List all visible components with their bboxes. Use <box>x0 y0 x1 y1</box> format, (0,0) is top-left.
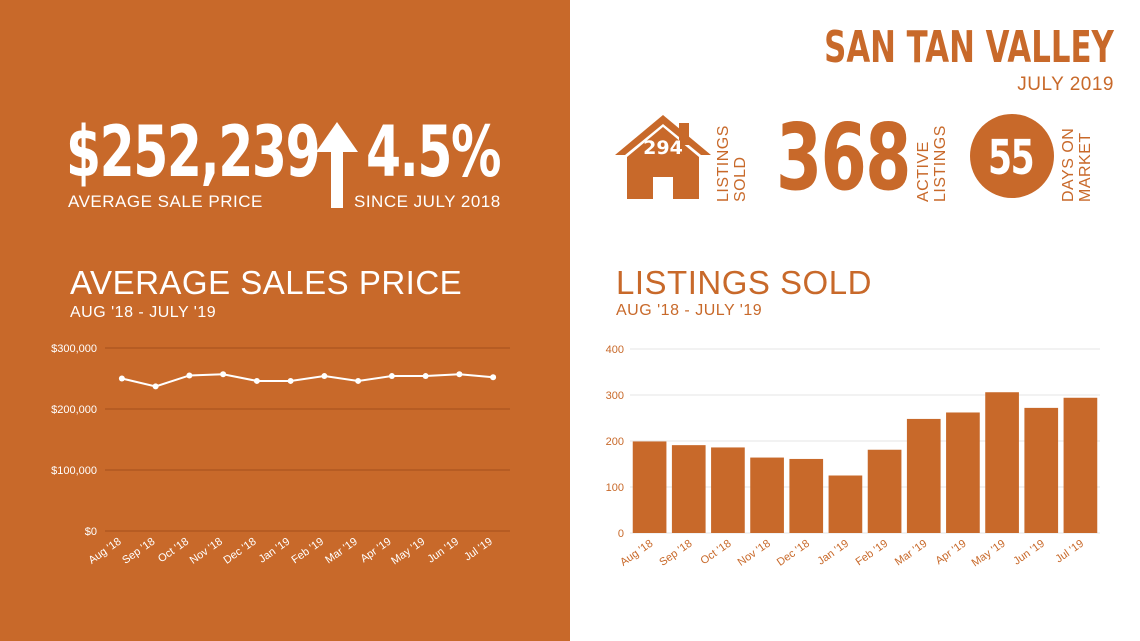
price-data-point <box>118 375 125 382</box>
x-tick-label: Nov '18 <box>188 536 225 567</box>
price-data-point <box>152 383 159 390</box>
y-tick-label: 200 <box>606 436 624 448</box>
house-icon <box>615 115 711 199</box>
x-tick-label: Jan '19 <box>257 536 293 566</box>
y-tick-label: $200,000 <box>51 404 97 416</box>
y-tick-label: $300,000 <box>51 343 97 355</box>
arrow-up-icon <box>316 122 358 208</box>
listings-bar <box>789 458 824 533</box>
x-tick-label: Apr '19 <box>358 536 393 566</box>
location-title: SAN TAN VALLEY <box>824 22 1114 73</box>
listings-sold-bar-chart: 0 100 200 300 400 Aug '18 Sep '18 Oct '18 Nov '1… <box>606 344 1100 570</box>
listings-bar <box>1024 407 1059 533</box>
average-sale-price-value: $252,239 <box>66 111 321 193</box>
x-tick-label: Aug '18 <box>86 536 123 567</box>
x-tick-label: Jul '19 <box>1053 538 1086 566</box>
listings-sold-house: 294 <box>615 115 711 199</box>
x-tick-label: Sep '18 <box>120 536 157 567</box>
listings-bar <box>985 392 1019 533</box>
price-data-point <box>321 373 328 380</box>
price-change-value: 4.5% <box>366 111 501 193</box>
y-tick-label: 0 <box>618 528 624 540</box>
listings-bar <box>867 449 902 533</box>
days-on-market-value: 55 <box>988 130 1035 186</box>
x-tick-label: May '19 <box>970 538 1008 570</box>
x-tick-label: May '19 <box>389 536 427 568</box>
listings-bar <box>671 445 706 533</box>
avg-price-chart-title: AVERAGE SALES PRICE <box>70 264 463 301</box>
listings-bar <box>906 418 941 533</box>
y-tick-label: 100 <box>606 482 624 494</box>
x-tick-label: Apr '19 <box>933 538 968 568</box>
right-panel: SAN TAN VALLEY JULY 2019 294 LISTINGS SO… <box>570 0 1140 641</box>
y-tick-label: 400 <box>606 344 624 356</box>
price-series-line <box>121 373 494 388</box>
x-tick-label: Jul '19 <box>462 536 495 564</box>
listings-bar <box>750 457 784 533</box>
x-tick-label: Mar '19 <box>893 538 930 569</box>
listings-bar <box>632 441 667 533</box>
x-tick-label: Aug '18 <box>618 538 655 569</box>
active-listings-value: 368 <box>776 104 911 211</box>
days-on-market-label: DAYS ON MARKET <box>1060 127 1094 202</box>
listings-bar <box>946 412 980 533</box>
active-listings-label: ACTIVE LISTINGS <box>915 125 949 202</box>
x-tick-label: Jun '19 <box>1011 538 1047 568</box>
y-tick-label: $0 <box>85 526 97 538</box>
listings-bar <box>828 475 863 533</box>
x-tick-label: Mar '19 <box>323 536 360 567</box>
price-data-point <box>456 371 463 378</box>
price-data-point <box>220 371 227 378</box>
price-data-point <box>388 373 395 380</box>
y-tick-label: $100,000 <box>51 465 97 477</box>
average-sale-price-label: AVERAGE SALE PRICE <box>68 192 263 211</box>
price-data-point <box>490 374 497 381</box>
x-tick-label: Jan '19 <box>815 538 851 568</box>
avg-price-chart-subtitle: AUG '18 - JULY '19 <box>70 304 217 321</box>
price-change-label: SINCE JULY 2018 <box>354 192 501 211</box>
report-date: JULY 2019 <box>1017 74 1114 95</box>
listings-bar <box>711 447 745 533</box>
circle-badge-icon <box>970 114 1054 198</box>
price-data-point <box>422 373 429 380</box>
x-tick-label: Feb '19 <box>854 538 891 569</box>
price-data-point <box>355 377 362 384</box>
listings-bar <box>1063 397 1098 533</box>
x-tick-label: Jun '19 <box>425 536 461 566</box>
x-tick-label: Sep '18 <box>657 538 694 569</box>
x-tick-label: Feb '19 <box>289 536 326 567</box>
x-tick-label: Nov '18 <box>736 538 773 569</box>
listings-sold-chart-subtitle: AUG '18 - JULY '19 <box>616 302 763 319</box>
price-data-point <box>253 377 260 384</box>
price-data-point <box>186 372 193 379</box>
listings-sold-value: 294 <box>643 137 683 159</box>
left-panel: $252,239 AVERAGE SALE PRICE 4.5% SINCE J… <box>0 0 570 641</box>
price-data-point <box>287 377 294 384</box>
x-tick-label: Dec '18 <box>221 536 258 567</box>
x-tick-label: Oct '18 <box>156 536 191 566</box>
x-tick-label: Oct '18 <box>698 538 733 568</box>
listings-sold-chart-title: LISTINGS SOLD <box>616 264 872 301</box>
y-tick-label: 300 <box>606 390 624 402</box>
x-tick-label: Dec '18 <box>775 538 812 569</box>
listings-sold-label: LISTINGS SOLD <box>715 125 749 202</box>
